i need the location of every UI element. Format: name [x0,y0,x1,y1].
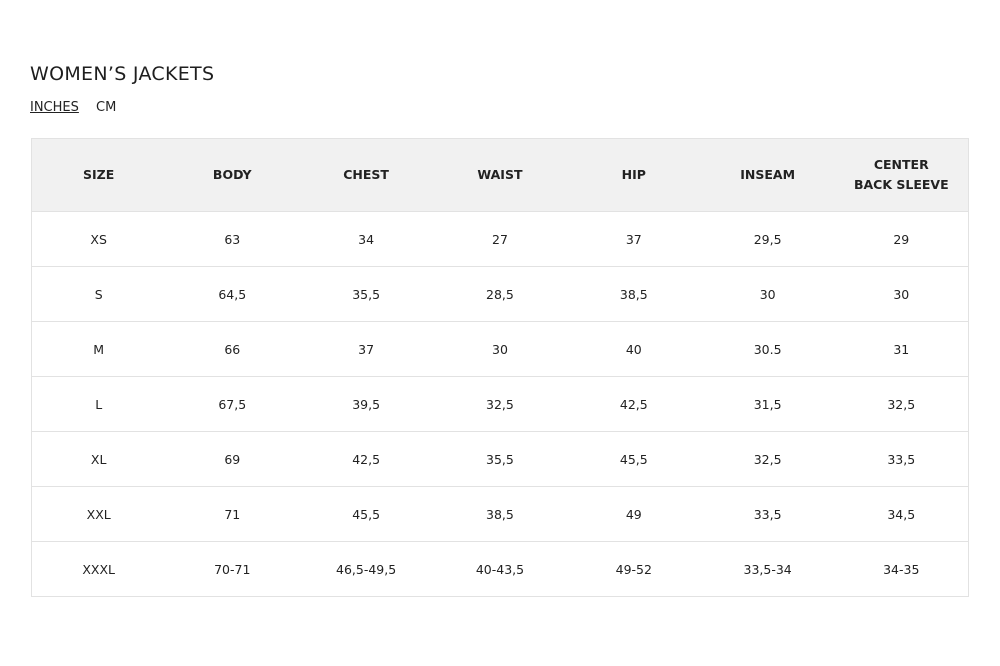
measurement-cell: 49 [566,486,701,542]
size-cell: M [31,321,166,377]
measurement-cell: 66 [165,321,300,377]
table-body: XS 63 34 27 37 29,5 29 S 64,5 35,5 28,5 38,5 30 30 M 66… [31,211,969,597]
column-header: BODY [165,138,300,212]
measurement-cell: 35,5 [299,266,434,322]
measurement-cell: 31 [834,321,969,377]
column-header: SIZE [31,138,166,212]
column-header-label: WAIST [477,167,523,182]
measurement-cell: 34,5 [834,486,969,542]
size-cell: XXXL [31,541,166,597]
column-header: HIP [566,138,701,212]
unit-toggle: INCHES CM [30,100,129,115]
size-chart-table: SIZE BODY CHEST WAIST HIP INSEAM CENTER BACK S… [31,138,969,597]
measurement-cell: 27 [433,211,567,267]
table-row: XXL 71 45,5 38,5 49 33,5 34,5 [31,486,969,542]
page-title: WOMEN’S JACKETS [30,63,215,85]
measurement-cell: 39,5 [299,376,434,432]
measurement-cell: 32,5 [834,376,969,432]
column-header: CENTER BACK SLEEVE [834,138,969,212]
column-header-label: SIZE [83,167,115,182]
measurement-cell: 49-52 [566,541,701,597]
measurement-cell: 30 [700,266,835,322]
measurement-cell: 37 [299,321,434,377]
measurement-cell: 33,5-34 [700,541,835,597]
measurement-cell: 46,5-49,5 [299,541,434,597]
measurement-cell: 33,5 [834,431,969,487]
table-row: S 64,5 35,5 28,5 38,5 30 30 [31,266,969,322]
measurement-cell: 40 [566,321,701,377]
size-cell: XXL [31,486,166,542]
column-header-label: HIP [621,167,646,182]
size-cell: S [31,266,166,322]
measurement-cell: 29,5 [700,211,835,267]
column-header: WAIST [433,138,567,212]
measurement-cell: 42,5 [566,376,701,432]
measurement-cell: 40-43,5 [433,541,567,597]
column-header: INSEAM [700,138,835,212]
measurement-cell: 69 [165,431,300,487]
measurement-cell: 32,5 [433,376,567,432]
measurement-cell: 38,5 [433,486,567,542]
column-header: CHEST [299,138,434,212]
unit-inches-link[interactable]: INCHES [30,100,79,115]
header-row: SIZE BODY CHEST WAIST HIP INSEAM CENTER BACK S… [31,138,969,212]
table-row: M 66 37 30 40 30.5 31 [31,321,969,377]
size-cell: XL [31,431,166,487]
measurement-cell: 71 [165,486,300,542]
measurement-cell: 34 [299,211,434,267]
measurement-cell: 63 [165,211,300,267]
column-header-label: CHEST [343,167,389,182]
measurement-cell: 37 [566,211,701,267]
measurement-cell: 30 [834,266,969,322]
column-header-label: INSEAM [740,167,796,182]
size-cell: L [31,376,166,432]
column-header-label: BODY [212,167,252,182]
measurement-cell: 45,5 [299,486,434,542]
measurement-cell: 35,5 [433,431,567,487]
measurement-cell: 28,5 [433,266,567,322]
unit-cm-link[interactable]: CM [96,100,117,115]
measurement-cell: 42,5 [299,431,434,487]
measurement-cell: 30.5 [700,321,835,377]
measurement-cell: 70-71 [165,541,300,597]
measurement-cell: 33,5 [700,486,835,542]
measurement-cell: 38,5 [566,266,701,322]
measurement-cell: 32,5 [700,431,835,487]
measurement-cell: 45,5 [566,431,701,487]
measurement-cell: 30 [433,321,567,377]
column-header-label: CENTER BACK SLEEVE [853,157,949,192]
measurement-cell: 34-35 [834,541,969,597]
size-cell: XS [31,211,166,267]
measurement-cell: 64,5 [165,266,300,322]
measurement-cell: 29 [834,211,969,267]
table-row: XS 63 34 27 37 29,5 29 [31,211,969,267]
measurement-cell: 31,5 [700,376,835,432]
table-row: L 67,5 39,5 32,5 42,5 31,5 32,5 [31,376,969,432]
measurement-cell: 67,5 [165,376,300,432]
table-row: XL 69 42,5 35,5 45,5 32,5 33,5 [31,431,969,487]
table-row: XXXL 70-71 46,5-49,5 40-43,5 49-52 33,5-34 34-… [31,541,969,597]
